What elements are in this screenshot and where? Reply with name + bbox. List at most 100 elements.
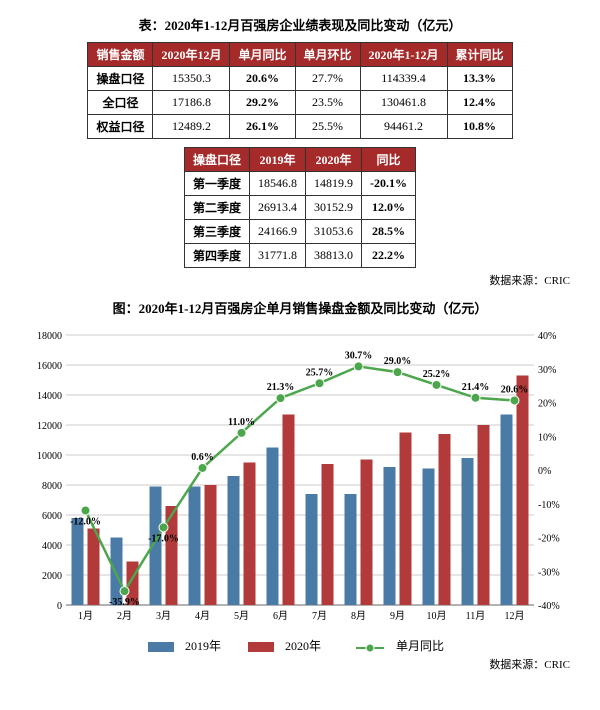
cell: 12.0% <box>362 196 416 220</box>
cell: 27.7% <box>295 67 360 91</box>
svg-text:-10%: -10% <box>538 500 560 511</box>
svg-text:6000: 6000 <box>42 511 62 522</box>
table-header: 2020年 <box>306 148 362 172</box>
cell: 30152.9 <box>306 196 362 220</box>
table-row: 全口径17186.829.2%23.5%130461.812.4% <box>88 91 512 115</box>
cell: 15350.3 <box>153 67 230 91</box>
table-row: 第二季度26913.430152.912.0% <box>184 196 415 220</box>
svg-text:25.2%: 25.2% <box>423 369 451 380</box>
svg-text:11月: 11月 <box>466 610 486 622</box>
cell: 94461.2 <box>360 115 447 139</box>
svg-text:21.3%: 21.3% <box>267 382 295 393</box>
cell: 14819.9 <box>306 172 362 196</box>
chart-title: 图：2020年1-12月百强房企单月销售操盘金额及同比变动（亿元） <box>10 298 590 317</box>
svg-text:0.6%: 0.6% <box>191 452 214 463</box>
svg-text:9月: 9月 <box>390 610 405 622</box>
row-label: 全口径 <box>88 91 153 115</box>
cell: 114339.4 <box>360 67 447 91</box>
cell: 31053.6 <box>306 220 362 244</box>
svg-text:-35.9%: -35.9% <box>109 597 140 608</box>
svg-text:4月: 4月 <box>195 610 210 622</box>
row-label: 操盘口径 <box>88 67 153 91</box>
svg-text:-40%: -40% <box>538 601 560 612</box>
svg-text:20%: 20% <box>538 399 556 410</box>
svg-text:-20%: -20% <box>538 534 560 545</box>
svg-text:10000: 10000 <box>37 451 62 462</box>
legend-yoy: 单月同比 <box>396 639 444 653</box>
svg-text:6月: 6月 <box>273 610 288 622</box>
svg-text:18000: 18000 <box>37 331 62 342</box>
table-header: 2019年 <box>250 148 306 172</box>
svg-text:5月: 5月 <box>234 610 249 622</box>
table-header: 销售金额 <box>88 43 153 67</box>
svg-text:8月: 8月 <box>351 610 366 622</box>
cell: 10.8% <box>447 115 512 139</box>
cell: 28.5% <box>362 220 416 244</box>
table-quarterly: 操盘口径2019年2020年同比 第一季度18546.814819.9-20.1… <box>184 147 416 268</box>
svg-text:11.0%: 11.0% <box>228 417 255 428</box>
table-header: 累计同比 <box>447 43 512 67</box>
svg-text:2月: 2月 <box>117 610 132 622</box>
svg-text:-17.0%: -17.0% <box>148 533 179 544</box>
row-label: 权益口径 <box>88 115 153 139</box>
legend-2020: 2020年 <box>285 639 321 653</box>
table-header: 单月同比 <box>230 43 295 67</box>
cell: 38813.0 <box>306 244 362 268</box>
svg-text:1月: 1月 <box>78 610 93 622</box>
svg-text:25.7%: 25.7% <box>306 367 334 378</box>
svg-text:40%: 40% <box>538 331 556 342</box>
data-source-2: 数据来源：CRIC <box>10 656 570 672</box>
table-header: 同比 <box>362 148 416 172</box>
svg-text:29.0%: 29.0% <box>384 356 412 367</box>
table-header: 单月环比 <box>295 43 360 67</box>
table-title: 表：2020年1-12月百强房企业绩表现及同比变动（亿元） <box>10 15 590 34</box>
svg-text:14000: 14000 <box>37 391 62 402</box>
cell: 24166.9 <box>250 220 306 244</box>
svg-text:30.7%: 30.7% <box>345 350 373 361</box>
cell: 23.5% <box>295 91 360 115</box>
table-header: 操盘口径 <box>184 148 249 172</box>
svg-text:3月: 3月 <box>156 610 171 622</box>
table-header: 2020年12月 <box>153 43 230 67</box>
table-row: 第三季度24166.931053.628.5% <box>184 220 415 244</box>
row-label: 第二季度 <box>184 196 249 220</box>
cell: 26913.4 <box>250 196 306 220</box>
cell: 29.2% <box>230 91 295 115</box>
svg-text:-30%: -30% <box>538 567 560 578</box>
svg-text:7月: 7月 <box>312 610 327 622</box>
legend-2019: 2019年 <box>185 639 221 653</box>
svg-text:10%: 10% <box>538 432 556 443</box>
svg-text:16000: 16000 <box>37 361 62 372</box>
table-header: 2020年1-12月 <box>360 43 447 67</box>
svg-text:12000: 12000 <box>37 421 62 432</box>
svg-text:8000: 8000 <box>42 481 62 492</box>
cell: 25.5% <box>295 115 360 139</box>
monthly-chart: 0200040006000800010000120001400016000180… <box>20 325 580 635</box>
row-label: 第一季度 <box>184 172 249 196</box>
table-sales: 销售金额2020年12月单月同比单月环比2020年1-12月累计同比 操盘口径1… <box>87 42 512 139</box>
table-row: 权益口径12489.226.1%25.5%94461.210.8% <box>88 115 512 139</box>
cell: 17186.8 <box>153 91 230 115</box>
svg-text:20.6%: 20.6% <box>501 384 529 395</box>
cell: -20.1% <box>362 172 416 196</box>
svg-text:2000: 2000 <box>42 571 62 582</box>
svg-text:0%: 0% <box>538 466 551 477</box>
data-source-1: 数据来源：CRIC <box>10 272 570 288</box>
chart-legend: 2019年 2020年 单月同比 <box>10 637 590 654</box>
cell: 26.1% <box>230 115 295 139</box>
svg-text:12月: 12月 <box>505 610 525 622</box>
row-label: 第四季度 <box>184 244 249 268</box>
svg-text:10月: 10月 <box>427 610 447 622</box>
svg-text:21.4%: 21.4% <box>462 382 490 393</box>
cell: 130461.8 <box>360 91 447 115</box>
row-label: 第三季度 <box>184 220 249 244</box>
table-row: 操盘口径15350.320.6%27.7%114339.413.3% <box>88 67 512 91</box>
cell: 20.6% <box>230 67 295 91</box>
svg-text:30%: 30% <box>538 365 556 376</box>
table-row: 第四季度31771.838813.022.2% <box>184 244 415 268</box>
svg-text:0: 0 <box>57 601 62 612</box>
cell: 12489.2 <box>153 115 230 139</box>
table-row: 第一季度18546.814819.9-20.1% <box>184 172 415 196</box>
cell: 22.2% <box>362 244 416 268</box>
cell: 18546.8 <box>250 172 306 196</box>
